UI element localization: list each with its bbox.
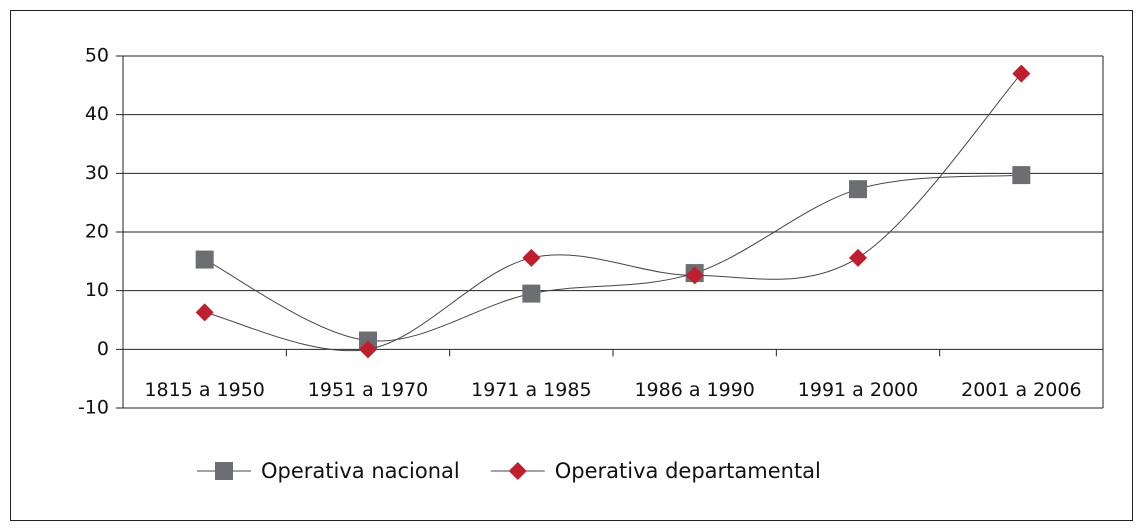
y-tick-label: 20 <box>85 221 109 243</box>
data-point <box>1012 64 1031 83</box>
x-tick-label: 1971 a 1985 <box>471 379 591 401</box>
y-tick-label: -10 <box>78 397 109 419</box>
data-point <box>522 284 541 303</box>
x-tick-label: 1991 a 2000 <box>798 379 918 401</box>
data-point <box>195 303 214 322</box>
series-line <box>204 73 1022 352</box>
legend-marker <box>215 462 233 480</box>
series-line <box>204 174 1022 342</box>
data-point <box>685 266 704 285</box>
y-tick-label: 50 <box>85 45 109 67</box>
x-tick-label: 1986 a 1990 <box>634 379 754 401</box>
y-tick-label: 40 <box>85 103 109 125</box>
x-tick-label: 2001 a 2006 <box>961 379 1081 401</box>
data-point <box>195 250 214 269</box>
data-point <box>359 340 377 359</box>
data-point <box>522 248 541 267</box>
legend-label: Operativa departamental <box>555 459 821 483</box>
data-point <box>849 180 867 199</box>
data-point <box>849 248 867 267</box>
y-tick-label: 0 <box>97 338 109 360</box>
legend-marker <box>508 462 527 480</box>
y-tick-label: 10 <box>85 279 109 301</box>
chart-frame <box>10 10 1133 521</box>
x-tick-label: 1815 a 1950 <box>144 379 264 401</box>
y-tick-label: 30 <box>85 162 109 184</box>
x-tick-label: 1951 a 1970 <box>308 379 428 401</box>
data-point <box>1012 166 1031 185</box>
legend-label: Operativa nacional <box>261 459 460 483</box>
